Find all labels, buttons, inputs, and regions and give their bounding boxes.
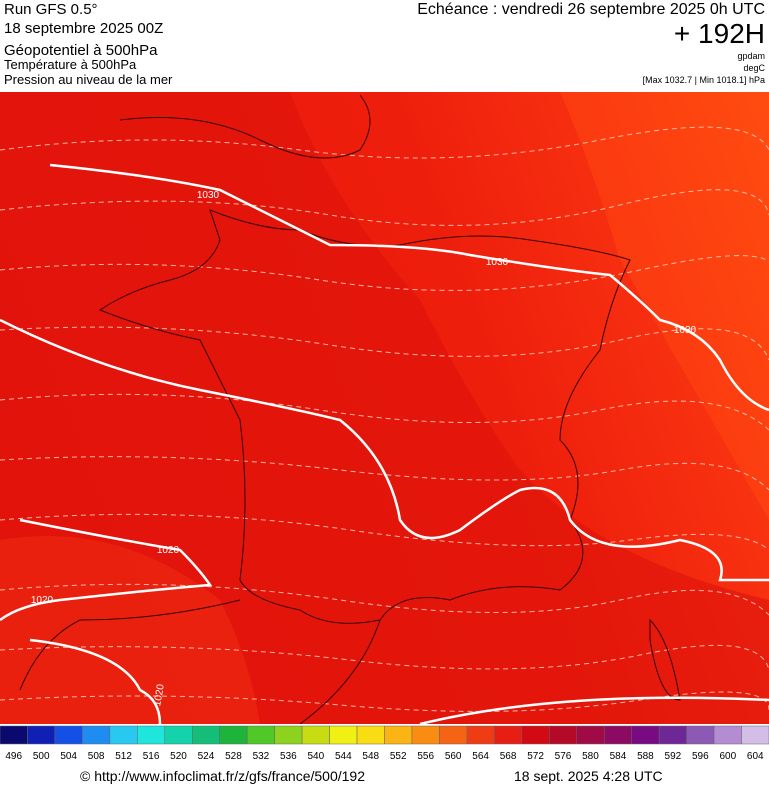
colorbar-label: 584 [610,751,627,762]
unit-gpdam: gpdam [737,51,765,61]
colorbar-swatch [384,725,413,745]
colorbar-swatch [164,725,193,745]
colorbar-swatch [27,725,56,745]
colorbar-swatch [82,725,111,745]
colorbar-swatch [741,725,769,745]
isobar-label: 1020 [152,683,167,707]
colorbar-swatch [411,725,440,745]
colorbar-swatch [54,725,83,745]
footer-url: © http://www.infoclimat.fr/z/gfs/france/… [80,768,365,784]
colorbar-swatch [356,725,385,745]
colorbar-label: 592 [665,751,682,762]
colorbar-label: 556 [417,751,434,762]
colorbar-swatch [576,725,605,745]
colorbar-label: 596 [692,751,709,762]
colorbar-label: 532 [253,751,270,762]
colorbar-label: 504 [60,751,77,762]
colorbar-swatch [686,725,715,745]
colorbar-label: 516 [143,751,160,762]
colorbar-swatch [137,725,166,745]
colorbar-label: 536 [280,751,297,762]
colorbar-label: 524 [198,751,215,762]
pressure-range: [Max 1032.7 | Min 1018.1] hPa [643,75,765,85]
unit-degc: degC [743,63,765,73]
footer-time: 18 sept. 2025 4:28 UTC [514,768,663,784]
run-date: 18 septembre 2025 00Z [4,20,163,37]
colorbar-label: 560 [445,751,462,762]
isobar-label: 1020 [157,545,180,556]
run: Run GFS 0.5° [4,1,98,18]
colorbar-label: 572 [527,751,544,762]
echeance: Echéance : vendredi 26 septembre 2025 0h… [417,1,765,18]
colorbar-label: 604 [747,751,764,762]
isobar-label: 1030 [674,325,697,336]
colorbar: 496 500 504 508 512 516 520 524 528 532 536 540 544 5… [0,725,769,762]
colorbar-label: 512 [115,751,132,762]
field-3: Pression au niveau de la mer [4,72,173,87]
colorbar-swatch [439,725,468,745]
colorbar-label: 520 [170,751,187,762]
colorbar-label: 600 [719,751,736,762]
colorbar-swatch [0,725,28,745]
colorbar-label: 500 [33,751,50,762]
field-2: Température à 500hPa [4,57,137,72]
colorbar-swatch [274,725,303,745]
colorbar-label: 588 [637,751,654,762]
colorbar-label: 496 [5,751,22,762]
colorbar-swatch [521,725,550,745]
colorbar-swatch [658,725,687,745]
colorbar-label: 508 [88,751,105,762]
colorbar-label: 544 [335,751,352,762]
isobar-label: 1030 [486,257,509,268]
colorbar-swatch [549,725,577,745]
colorbar-swatch [246,725,275,745]
colorbar-label: 564 [472,751,489,762]
colorbar-swatch [109,725,138,745]
isobar-label: 1030 [197,190,220,201]
colorbar-swatch [219,725,248,745]
colorbar-swatch [329,725,358,745]
colorbar-swatch [631,725,660,745]
colorbar-label: 540 [307,751,324,762]
colorbar-swatch [713,725,742,745]
horizon: + 192H [674,18,765,49]
colorbar-label: 568 [500,751,517,762]
colorbar-swatch [466,725,495,745]
colorbar-label: 552 [390,751,407,762]
colorbar-swatch [301,725,330,745]
field-1: Géopotentiel à 500hPa [4,42,158,59]
colorbar-label: 576 [555,751,572,762]
colorbar-label: 548 [362,751,379,762]
colorbar-label: 528 [225,751,242,762]
isobar-label: 1020 [31,595,54,606]
colorbar-swatch [603,725,632,745]
colorbar-swatch [494,725,523,745]
map: 1030 1030 1030 1020 1020 1020 [0,92,769,724]
colorbar-swatch [192,725,220,745]
colorbar-label: 580 [582,751,599,762]
